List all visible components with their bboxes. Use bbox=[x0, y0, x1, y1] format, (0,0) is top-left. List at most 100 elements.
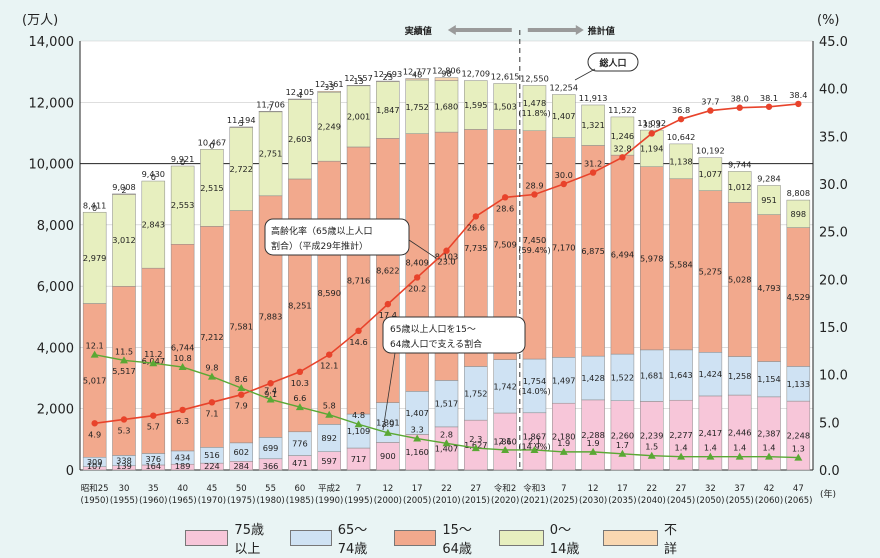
x-tick-year: (1990) bbox=[315, 496, 343, 506]
segment-label: 5,978 bbox=[640, 253, 663, 263]
segment-label: 2,387 bbox=[757, 428, 780, 438]
support-ratio-point bbox=[618, 449, 627, 457]
support-ratio-label: 2.1 bbox=[499, 436, 512, 446]
support-ratio-point bbox=[765, 452, 774, 460]
segment-label: 1,321 bbox=[581, 120, 604, 130]
total-label: 9,921 bbox=[171, 154, 194, 164]
bar-segment bbox=[258, 111, 283, 113]
segment-label: 1,194 bbox=[640, 143, 663, 153]
segment-label: 2,603 bbox=[288, 134, 311, 144]
support-ratio-label: 10.8 bbox=[174, 353, 192, 363]
aging-rate-point bbox=[472, 213, 480, 220]
total-label: 12,105 bbox=[286, 87, 315, 97]
x-tick-label: 7 bbox=[561, 484, 566, 494]
legend-label-65: 65～74歳 bbox=[337, 523, 368, 557]
x-tick-label: 42 bbox=[764, 484, 775, 494]
segment-label: 900 bbox=[380, 451, 396, 461]
segment-label: 717 bbox=[351, 454, 367, 464]
bar-segment bbox=[141, 180, 166, 269]
segment-label: 107 bbox=[87, 461, 103, 471]
bar-segment bbox=[405, 78, 429, 81]
segment-label: 7,883 bbox=[259, 312, 282, 322]
segment-label: 1,407 bbox=[552, 111, 575, 121]
bar-segment bbox=[493, 83, 517, 130]
total-callout-pointer bbox=[574, 68, 596, 81]
support-ratio-label: 1.4 bbox=[675, 443, 688, 453]
aging-rate-label: 10.3 bbox=[291, 378, 309, 388]
segment-label: 1,754 bbox=[523, 376, 546, 386]
segment-label: 7,212 bbox=[200, 332, 223, 342]
x-tick-year: (1955) bbox=[110, 496, 138, 506]
bars bbox=[82, 77, 811, 471]
segment-label: 189 bbox=[175, 461, 191, 471]
axes: 0 2,000 4,000 6,000 8,000 10,000 12,000 14,000 0… bbox=[22, 13, 848, 506]
legend-label-unknown: 不詳 bbox=[664, 523, 678, 557]
aging-rate-label: 7.1 bbox=[205, 408, 218, 418]
total-label: 10,192 bbox=[696, 146, 725, 156]
support-ratio-label: 1.9 bbox=[557, 438, 570, 448]
segment-label: 6,875 bbox=[581, 246, 604, 256]
aging-rate-point bbox=[208, 399, 216, 406]
y-left-tick-label: 14,000 bbox=[29, 35, 75, 50]
support-ratio-label: 11.2 bbox=[144, 349, 162, 359]
support-ratio-point bbox=[442, 439, 451, 447]
y-right-tick-label: 30.0 bbox=[819, 178, 848, 193]
segment-label: 1,109 bbox=[347, 426, 370, 436]
total-callout-label: 総人口 bbox=[599, 57, 626, 69]
x-tick-year: (1975) bbox=[227, 496, 255, 506]
x-tick-label: 12 bbox=[382, 484, 393, 494]
segment-label: 366 bbox=[263, 461, 279, 471]
support-ratio-point bbox=[90, 350, 99, 358]
y-right-unit: (%) bbox=[817, 13, 840, 28]
segment-label: 2 bbox=[121, 185, 126, 195]
segment-label: 1,012 bbox=[728, 182, 751, 192]
aging-rate-point bbox=[501, 194, 509, 201]
segment-label: 1,867 bbox=[523, 431, 546, 441]
segment-label: 2,249 bbox=[317, 122, 340, 132]
y-left-tick-label: 2,000 bbox=[37, 403, 74, 418]
segment-label: 5,028 bbox=[728, 274, 751, 284]
x-tick-year: (2030) bbox=[579, 496, 607, 506]
segment-label: 6,744 bbox=[171, 343, 194, 353]
segment-label: 309 bbox=[87, 457, 103, 467]
segment-label: 5 bbox=[239, 118, 244, 128]
aging-rate-point bbox=[736, 104, 743, 111]
x-tick-label: 30 bbox=[119, 484, 130, 494]
support-ratio-label: 1.4 bbox=[733, 443, 746, 453]
legend-item-75: 75歳以上 bbox=[185, 519, 272, 557]
aging-rate-point bbox=[179, 406, 186, 414]
aging-rate-point bbox=[238, 391, 245, 398]
x-tick-label: 27 bbox=[470, 484, 481, 494]
aging-rate-label: 38.4 bbox=[789, 90, 807, 100]
segment-label: 951 bbox=[761, 195, 777, 205]
total-label: 10,642 bbox=[667, 132, 696, 142]
segment-label: 1,301 bbox=[376, 417, 399, 427]
x-tick-year: (2035) bbox=[608, 496, 636, 506]
legend-swatch-75 bbox=[185, 530, 229, 546]
segment-label: 1,681 bbox=[640, 371, 663, 381]
support-ratio-point bbox=[559, 447, 568, 455]
support-ratio-label: 2.8 bbox=[440, 429, 453, 439]
segment-label: 5,584 bbox=[669, 259, 692, 269]
x-tick-label: 37 bbox=[734, 484, 745, 494]
segment-label: 597 bbox=[321, 456, 337, 466]
support-ratio-label: 8.6 bbox=[235, 374, 248, 384]
support-ratio-point bbox=[530, 445, 539, 453]
aging-rate-point bbox=[296, 368, 304, 376]
aging-rate-point bbox=[120, 416, 128, 423]
x-tick-label: 60 bbox=[294, 484, 305, 494]
x-tick-label: 令和2 bbox=[494, 483, 516, 494]
x-tick-label: 令和3 bbox=[523, 483, 545, 494]
segment-label: 8,590 bbox=[317, 288, 340, 298]
support-ratio-point bbox=[119, 356, 128, 364]
aging-rate-label: 4.9 bbox=[88, 429, 101, 439]
aging-rate-label: 28.9 bbox=[525, 180, 543, 190]
aging-rate-point bbox=[589, 169, 597, 176]
aging-callout-pointer bbox=[408, 239, 437, 259]
aging-rate-point bbox=[765, 103, 773, 110]
segment-label: 1,138 bbox=[669, 156, 692, 166]
x-tick-label: 47 bbox=[793, 484, 804, 494]
segment-label: 1,428 bbox=[581, 373, 604, 383]
y-right-tick-label: 0.0 bbox=[819, 464, 840, 479]
y-right-tick-label: 45.0 bbox=[819, 35, 848, 50]
